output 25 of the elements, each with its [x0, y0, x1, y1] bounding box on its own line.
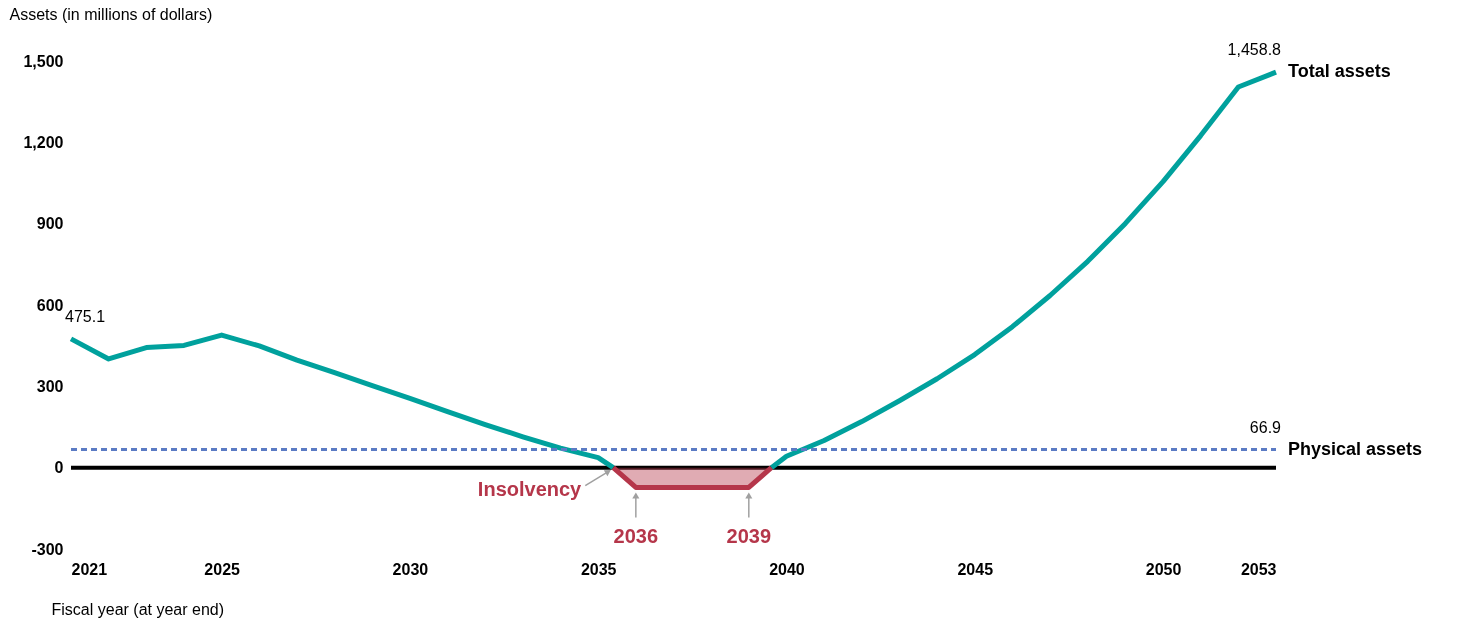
- y-tick-label: 1,200: [23, 133, 64, 151]
- x-tick-label: 2035: [580, 560, 617, 578]
- annotation: 2036: [613, 525, 659, 548]
- y-tick-label: -300: [31, 540, 64, 558]
- data-label: 1,458.8: [1227, 41, 1282, 59]
- x-tick-label: 2021: [71, 560, 108, 578]
- annotation: 2039: [726, 525, 772, 548]
- x-axis-title: Fiscal year (at year end): [51, 600, 225, 618]
- x-tick-label: 2045: [957, 560, 994, 578]
- x-tick-label: 2053: [1240, 560, 1277, 578]
- y-tick-label: 1,500: [23, 52, 64, 70]
- data-label: 475.1: [65, 307, 106, 325]
- y-tick-label: 900: [36, 215, 64, 233]
- annotation: Insolvency: [477, 477, 583, 500]
- series-label: Physical assets: [1288, 438, 1423, 459]
- x-tick-label: 2025: [204, 560, 241, 578]
- x-tick-label: 2040: [769, 560, 805, 578]
- y-tick-label: 600: [36, 296, 64, 314]
- y-axis-title: Assets (in millions of dollars): [9, 5, 213, 23]
- y-tick-label: 0: [54, 459, 64, 477]
- x-tick-label: 2030: [392, 560, 429, 578]
- data-label: 66.9: [1249, 418, 1282, 436]
- x-tick-label: 2050: [1145, 560, 1182, 578]
- y-tick-label: 300: [36, 377, 64, 395]
- series-label: Total assets: [1288, 61, 1391, 82]
